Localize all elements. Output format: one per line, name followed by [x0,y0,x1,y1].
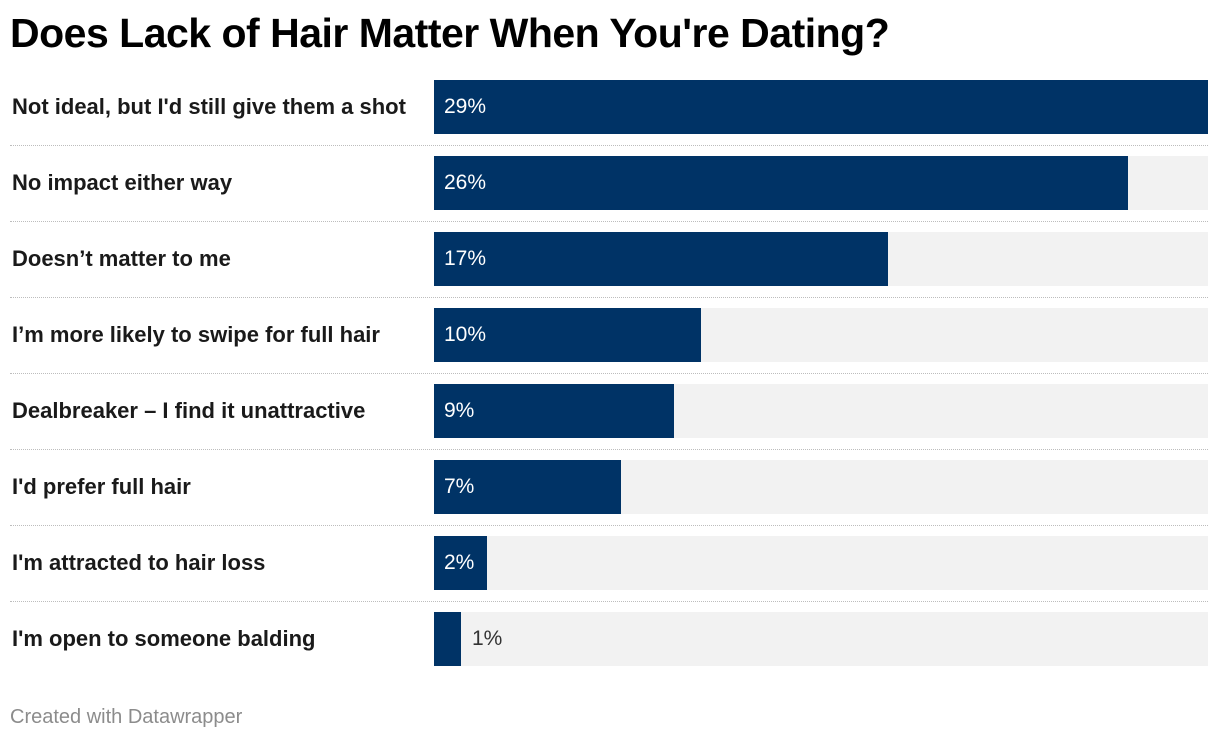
bar [434,308,701,362]
category-label: I'm attracted to hair loss [12,550,266,575]
bar-row: Dealbreaker – I find it unattractive 9% [0,384,1220,450]
bar-row: Doesn’t matter to me 17% [0,232,1220,298]
bar [434,156,1128,210]
chart-title: Does Lack of Hair Matter When You're Dat… [10,10,890,56]
category-label: I'm open to someone balding [12,626,316,651]
row-divider [10,297,1208,298]
row-divider [10,449,1208,450]
bar-row: Not ideal, but I'd still give them a sho… [0,80,1220,146]
bar [434,384,674,438]
value-label: 2% [444,551,475,574]
value-label: 10% [444,323,487,346]
bar-track: 17% [434,232,1208,286]
row-divider [10,221,1208,222]
bar [434,460,621,514]
value-label: 17% [444,247,487,270]
bar-track: 9% [434,384,1208,438]
bar-track: 10% [434,308,1208,362]
bar-track: 1% [434,612,1208,666]
row-divider [10,145,1208,146]
footer-credit: Created with Datawrapper [10,706,243,728]
bar-track: 2% [434,536,1208,590]
bar-track: 7% [434,460,1208,514]
value-label: 9% [444,399,475,422]
category-label: No impact either way [12,170,233,195]
category-label: Dealbreaker – I find it unattractive [12,398,366,423]
category-label: I’m more likely to swipe for full hair [12,322,380,347]
value-label: 1% [472,627,503,650]
bar-row: I'm attracted to hair loss 2% [0,536,1220,602]
bar [434,80,1208,134]
category-label: Doesn’t matter to me [12,246,231,271]
bar-row: No impact either way 26% [0,156,1220,222]
value-label: 7% [444,475,475,498]
bar-track: 26% [434,156,1208,210]
bar-track: 29% [434,80,1208,134]
bar [434,612,461,666]
value-label: 26% [444,171,487,194]
row-divider [10,373,1208,374]
row-divider [10,601,1208,602]
value-label: 29% [444,95,487,118]
category-label: Not ideal, but I'd still give them a sho… [12,94,406,119]
bar [434,232,888,286]
bar-chart: Not ideal, but I'd still give them a sho… [0,80,1220,688]
category-label: I'd prefer full hair [12,474,191,499]
bar-row: I'm open to someone balding 1% [0,612,1220,666]
bar-row: I’m more likely to swipe for full hair 10… [0,308,1220,374]
bar [434,536,487,590]
bar-row: I'd prefer full hair 7% [0,460,1220,526]
row-divider [10,525,1208,526]
